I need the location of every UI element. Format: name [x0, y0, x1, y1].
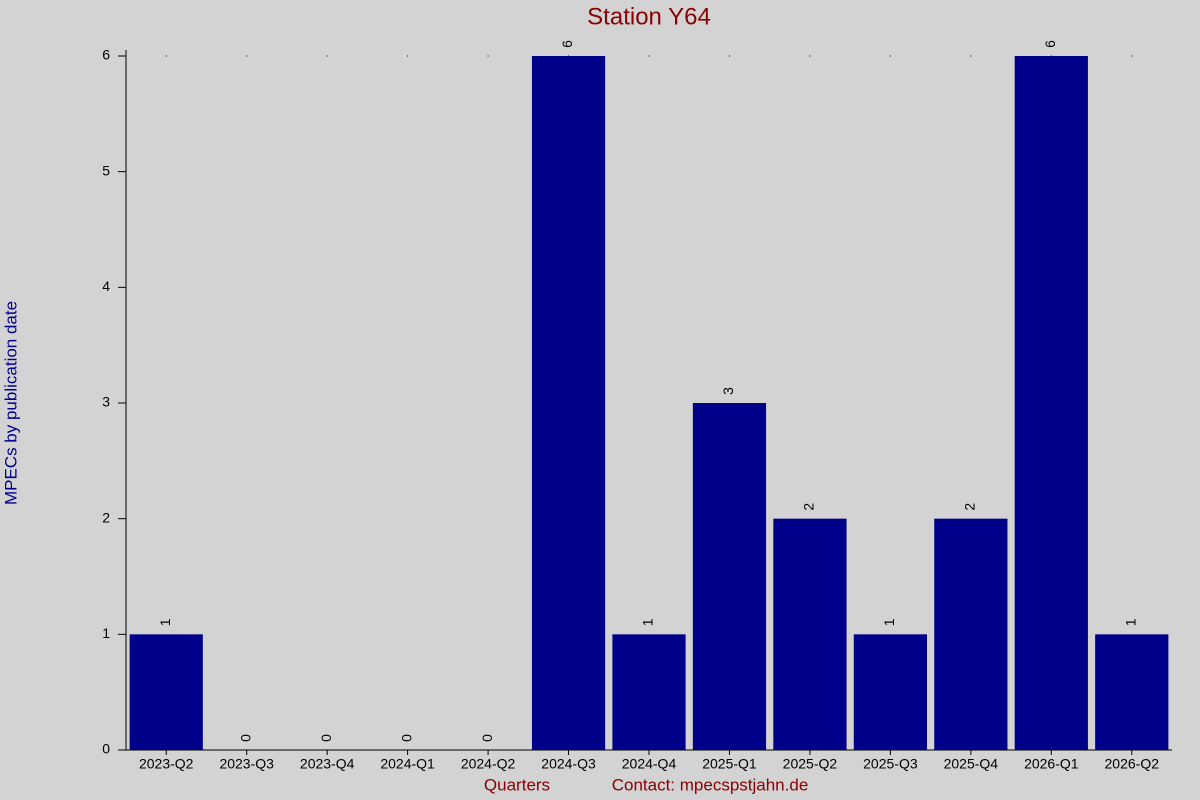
value-label: 6 [1042, 40, 1058, 48]
value-label: 0 [237, 734, 253, 742]
y-tick-label: 0 [102, 741, 110, 757]
value-label: 1 [881, 618, 897, 626]
top-dot [165, 55, 167, 57]
y-tick-label: 5 [102, 162, 110, 178]
x-tick-label: 2023-Q2 [139, 756, 194, 772]
contact: Contact: mpecspstjahn.de [612, 775, 809, 794]
y-tick-label: 2 [102, 509, 110, 525]
top-dot [889, 55, 891, 57]
bar [853, 634, 927, 750]
top-dot [487, 55, 489, 57]
y-tick-label: 4 [102, 278, 110, 294]
value-label: 0 [318, 734, 334, 742]
value-label: 1 [1122, 618, 1138, 626]
bar [934, 518, 1008, 750]
bar [1095, 634, 1169, 750]
y-tick-label: 3 [102, 394, 110, 410]
value-label: 6 [559, 40, 575, 48]
chart-title: Station Y64 [587, 3, 711, 30]
y-tick-label: 1 [102, 625, 110, 641]
y-tick-label: 6 [102, 47, 110, 63]
top-dot [728, 55, 730, 57]
top-dot [407, 55, 409, 57]
x-tick-label: 2025-Q1 [702, 756, 757, 772]
top-dot [326, 55, 328, 57]
bar [531, 56, 606, 750]
top-dot [246, 55, 248, 57]
top-dot [809, 55, 811, 57]
x-tick-label: 2024-Q4 [622, 756, 677, 772]
value-label: 3 [720, 387, 736, 395]
x-tick-label: 2024-Q1 [380, 756, 435, 772]
bar [773, 518, 847, 750]
x-tick-label: 2025-Q4 [944, 756, 999, 772]
x-tick-label: 2024-Q2 [461, 756, 516, 772]
value-label: 1 [157, 618, 173, 626]
bar [1014, 56, 1088, 750]
x-axis-label: Quarters [484, 775, 550, 794]
top-dot [1131, 55, 1133, 57]
value-label: 1 [640, 618, 656, 626]
value-label: 0 [398, 734, 414, 742]
x-tick-label: 2023-Q4 [300, 756, 355, 772]
top-dot [648, 55, 650, 57]
top-dot [970, 55, 972, 57]
x-tick-label: 2025-Q3 [863, 756, 918, 772]
y-axis-label: MPECs by publication date [1, 301, 20, 505]
bar [612, 634, 686, 750]
value-label: 2 [962, 503, 978, 511]
x-tick-label: 2024-Q3 [541, 756, 596, 772]
bar [129, 634, 203, 750]
bar [692, 403, 767, 750]
value-label: 0 [479, 734, 495, 742]
x-tick-label: 2025-Q2 [783, 756, 838, 772]
x-tick-label: 2026-Q2 [1105, 756, 1160, 772]
x-tick-label: 2023-Q3 [219, 756, 274, 772]
value-label: 2 [801, 503, 817, 511]
x-tick-label: 2026-Q1 [1024, 756, 1079, 772]
